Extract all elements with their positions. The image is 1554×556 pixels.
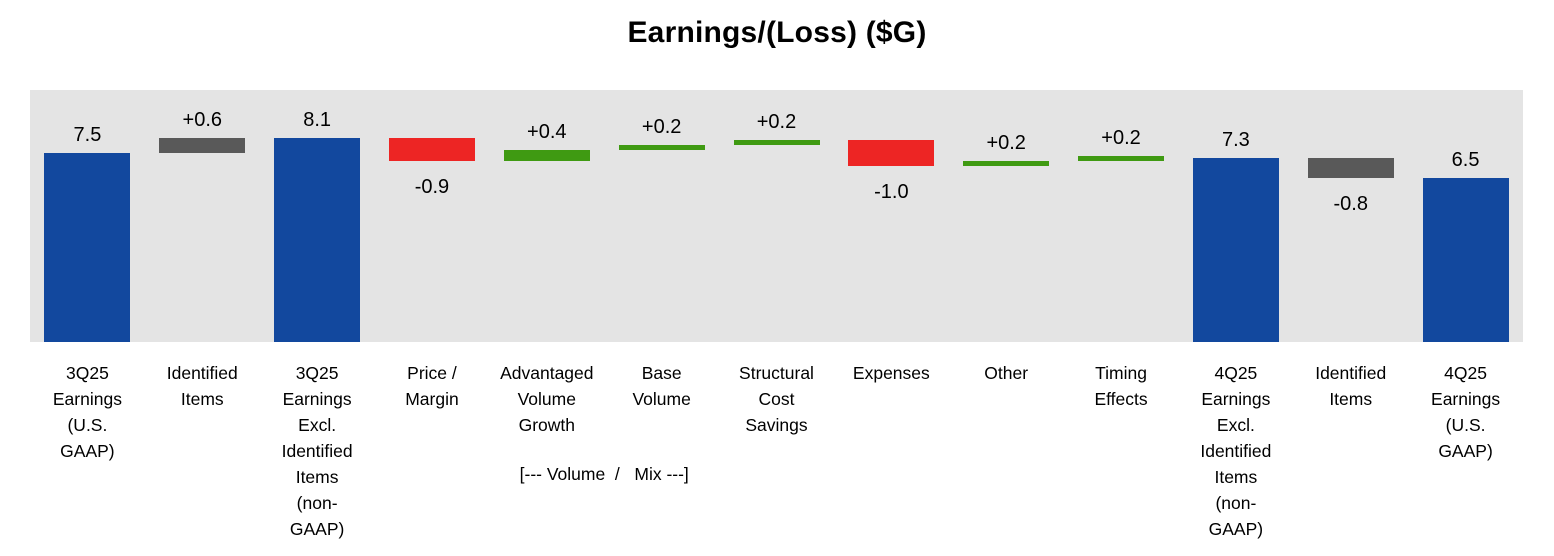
bar-value-label: -0.8	[1333, 193, 1368, 216]
waterfall-bar	[848, 140, 935, 166]
bar-value-label: 8.1	[303, 108, 332, 131]
category-label: Advantaged Volume Growth	[500, 363, 594, 435]
category-label: 4Q25 Earnings Excl. Identified Items (no…	[1200, 363, 1272, 539]
category-label: Price / Margin	[405, 363, 459, 409]
bar-value-label: 7.5	[73, 124, 102, 146]
category-label: Other	[984, 363, 1029, 383]
category-label: 3Q25 Earnings Excl. Identified Items (no…	[281, 363, 353, 539]
bar-value-label: +0.6	[182, 108, 222, 131]
category-label: Structural Cost Savings	[739, 363, 814, 435]
category-label: Base Volume	[632, 363, 691, 409]
waterfall-bar	[733, 140, 820, 146]
waterfall-bar	[1307, 158, 1394, 179]
waterfall-bar	[1192, 158, 1279, 342]
bar-value-label: -1.0	[874, 180, 909, 203]
bar-value-label: +0.4	[527, 121, 567, 144]
waterfall-bar	[963, 160, 1050, 166]
category-label: 3Q25 Earnings (U.S. GAAP)	[52, 363, 122, 461]
volume-mix-annotation: [--- Volume / Mix ---]	[519, 464, 689, 484]
category-label: 4Q25 Earnings (U.S. GAAP)	[1431, 363, 1501, 461]
category-label: Timing Effects	[1094, 363, 1148, 409]
category-label: Identified Items	[166, 363, 238, 409]
waterfall-bar	[503, 150, 590, 161]
category-label: Expenses	[852, 363, 930, 383]
waterfall-bar	[274, 137, 361, 342]
waterfall-bar	[1422, 178, 1509, 342]
bar-value-label: +0.2	[641, 116, 682, 139]
bar-value-label: +0.2	[986, 131, 1026, 154]
waterfall-bar	[618, 145, 705, 151]
waterfall-bar	[159, 137, 246, 153]
bar-value-label: 6.5	[1451, 149, 1480, 172]
waterfall-bar	[44, 153, 131, 342]
bar-value-label: 7.3	[1221, 129, 1250, 152]
waterfall-bar	[1078, 155, 1165, 161]
category-label: Identified Items	[1315, 363, 1387, 409]
waterfall-bar	[388, 137, 475, 161]
bar-value-label: +0.2	[756, 111, 797, 134]
bar-value-label: -0.9	[414, 175, 450, 198]
chart-title: Earnings/(Loss) ($G)	[627, 16, 927, 49]
bar-value-label: +0.2	[1101, 126, 1141, 149]
